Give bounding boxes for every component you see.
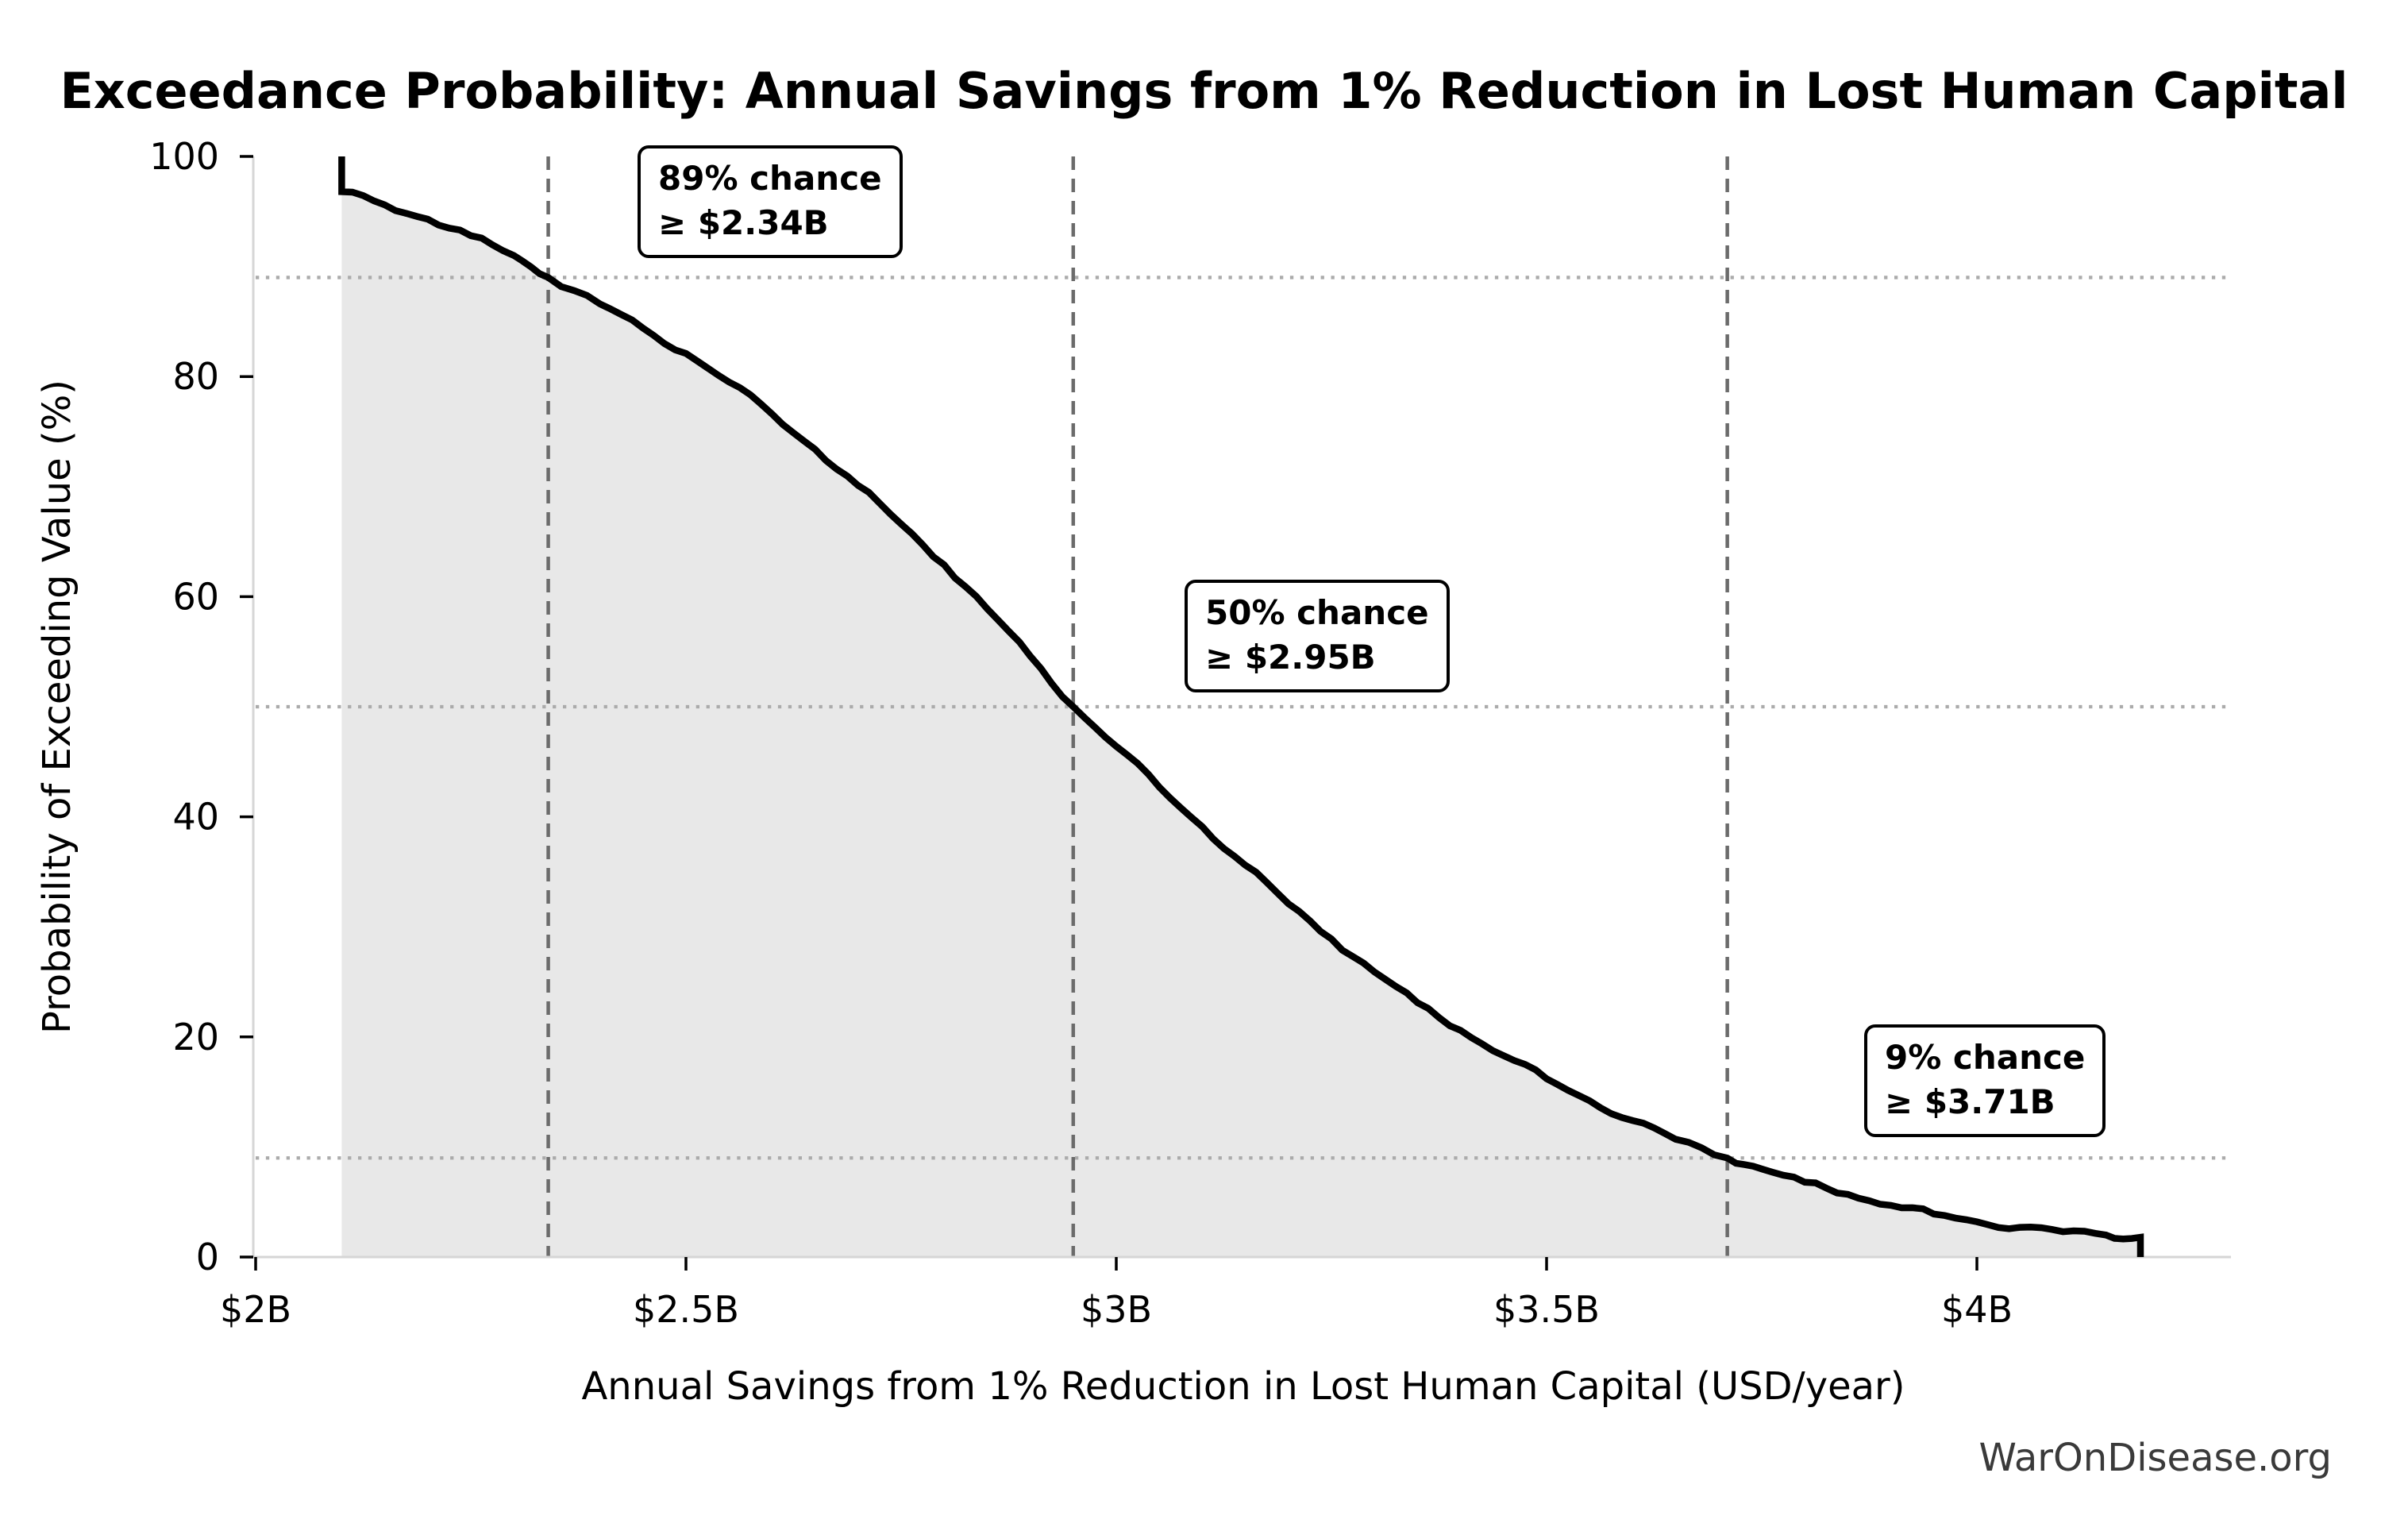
annotation-chance-text: 50% chance [1205, 593, 1429, 632]
x-tick-label: $3.5B [1493, 1288, 1600, 1331]
x-tick-label: $2B [220, 1288, 291, 1331]
annotation-50-percent: 50% chance ≥ $2.95B [1185, 580, 1450, 692]
y-tick-label: 0 [196, 1236, 219, 1278]
annotation-chance-text: 89% chance [658, 159, 882, 198]
annotation-value-text: ≥ $2.95B [1205, 637, 1376, 677]
watermark: WarOnDisease.org [1978, 1436, 2332, 1480]
chart-title: Exceedance Probability: Annual Savings f… [60, 62, 2348, 120]
y-tick-label: 40 [172, 796, 219, 839]
y-axis-label: Probability of Exceeding Value (%) [35, 380, 79, 1034]
annotation-value-text: ≥ $2.34B [658, 202, 829, 242]
x-tick-label: $3B [1081, 1288, 1152, 1331]
annotation-value-text: ≥ $3.71B [1885, 1082, 2055, 1121]
x-tick-label: $2.5B [633, 1288, 739, 1331]
y-tick-label: 100 [149, 135, 219, 178]
y-tick-label: 80 [172, 355, 219, 398]
y-tick-label: 60 [172, 575, 219, 618]
x-axis-label: Annual Savings from 1% Reduction in Lost… [581, 1364, 1905, 1409]
x-tick-label: $4B [1941, 1288, 2013, 1331]
y-tick-label: 20 [172, 1016, 219, 1059]
annotation-9-percent: 9% chance ≥ $3.71B [1864, 1024, 2106, 1137]
exceedance-curve [338, 156, 2144, 1257]
annotation-89-percent: 89% chance ≥ $2.34B [638, 145, 903, 258]
annotation-chance-text: 9% chance [1885, 1038, 2086, 1077]
